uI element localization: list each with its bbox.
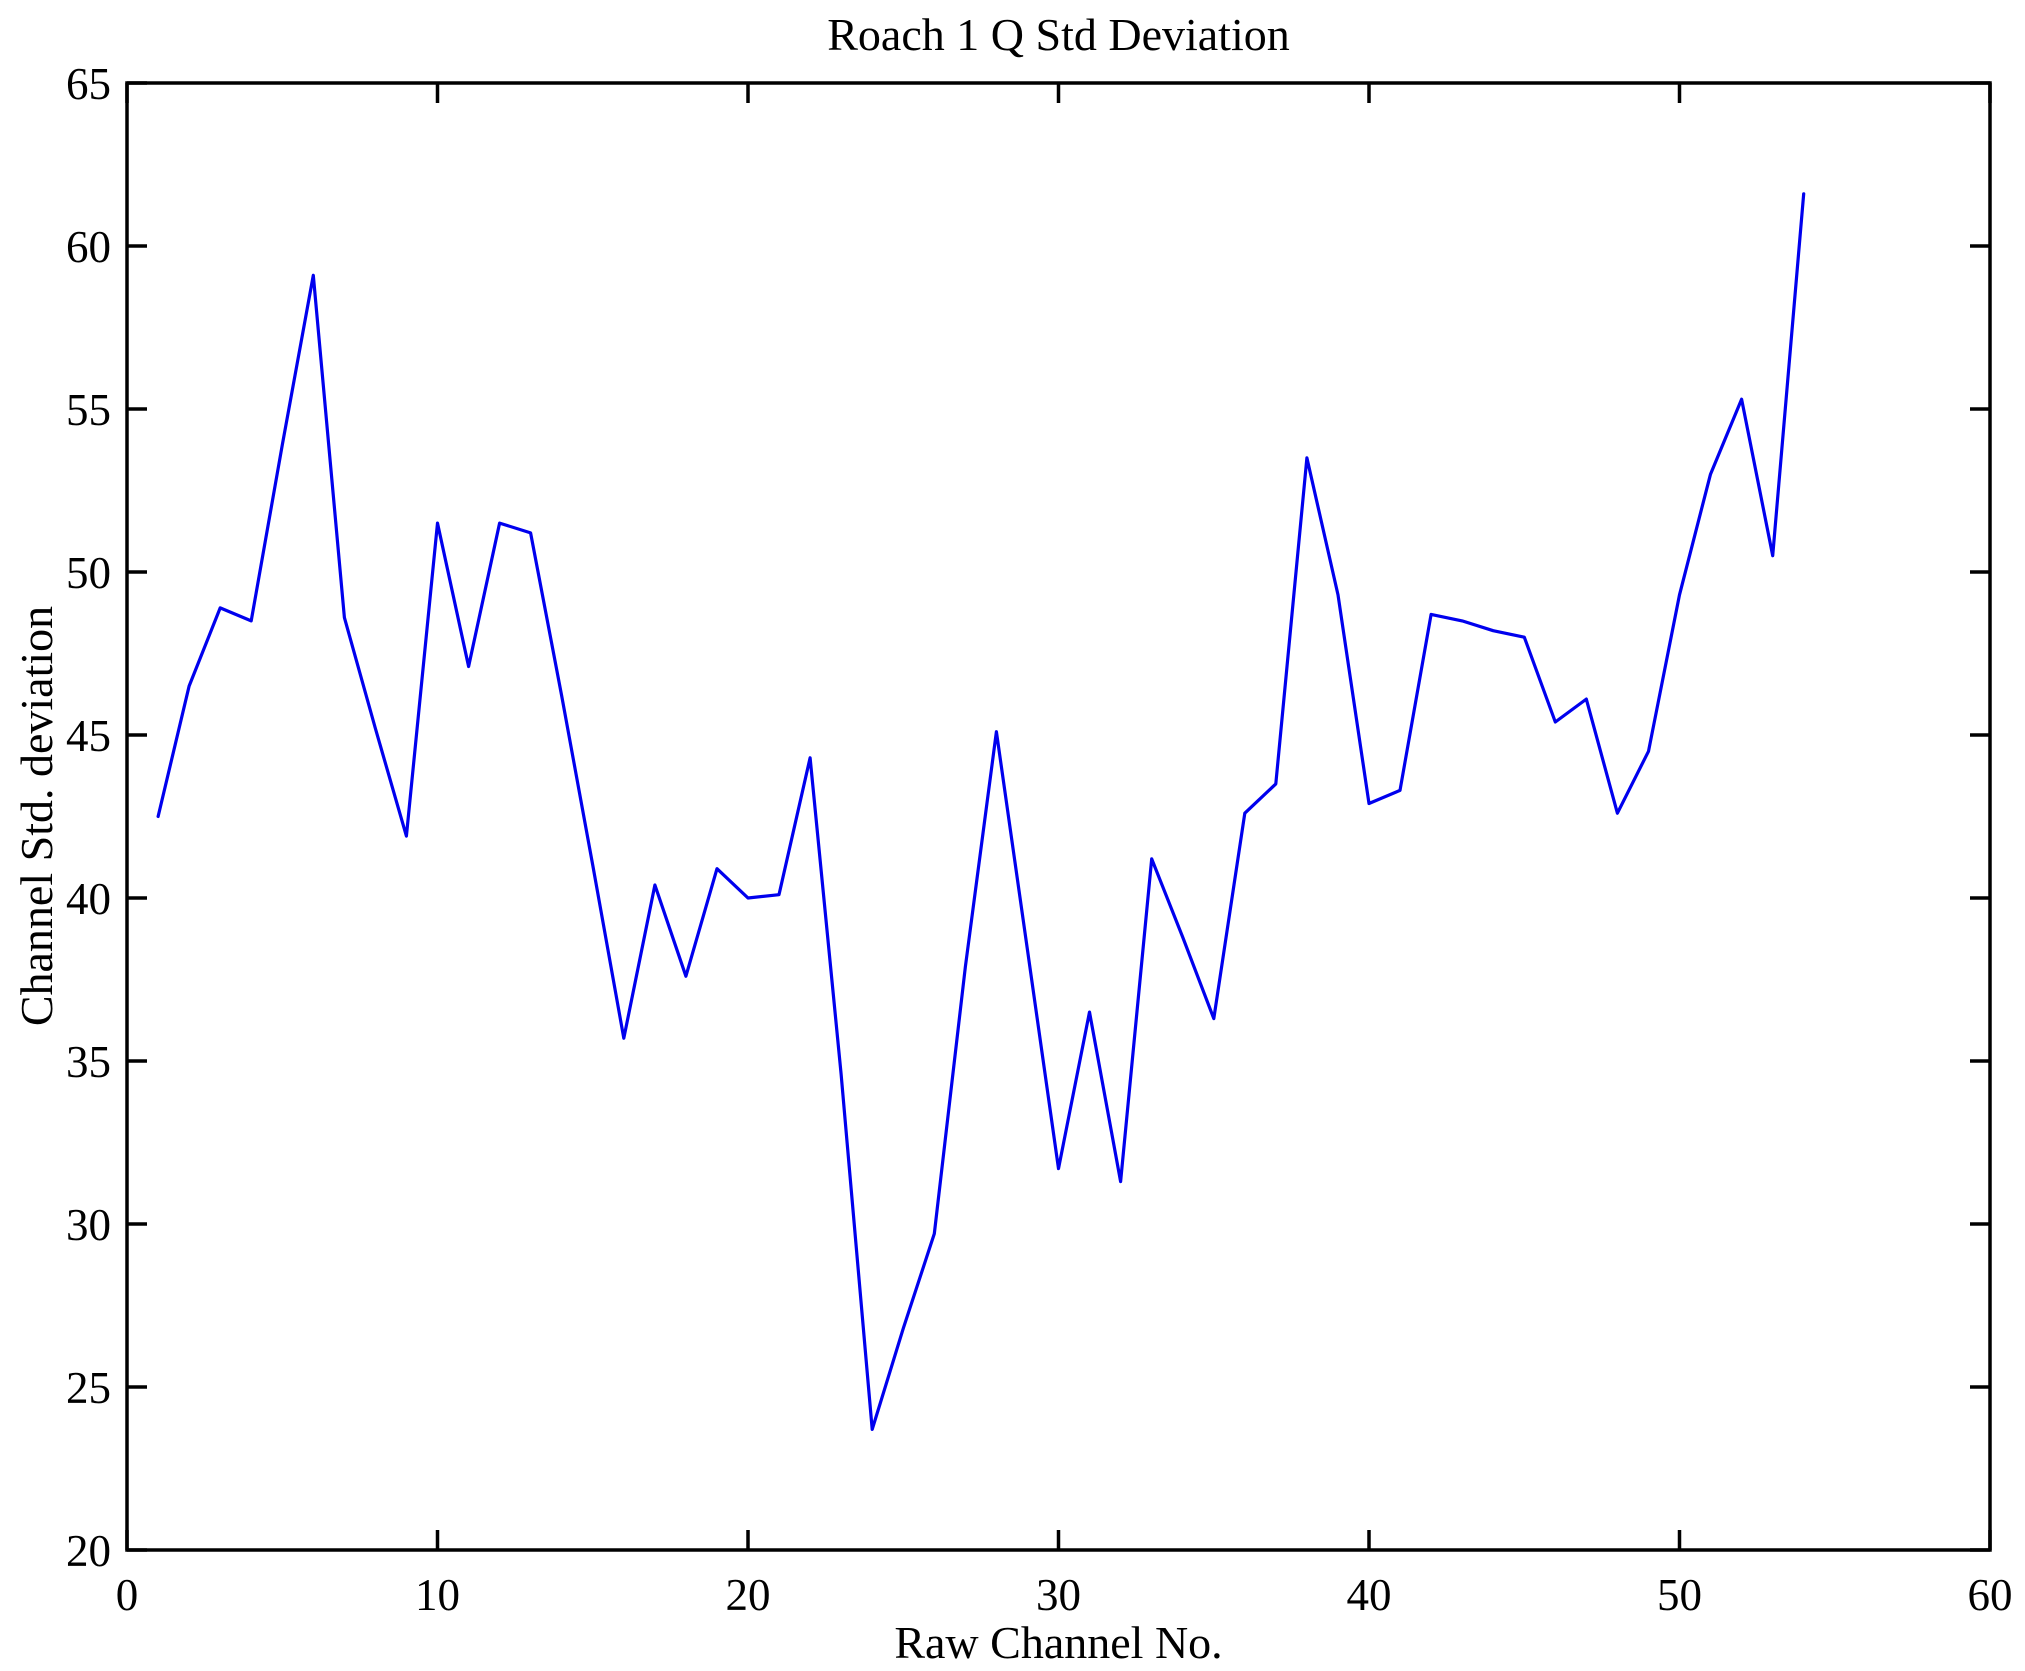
y-tick-label: 25 [66,1363,111,1413]
data-line-channel-std-deviation [156,192,1806,1432]
y-tick-label: 50 [66,548,111,598]
x-tick-label: 30 [1036,1570,1081,1620]
chart-title: Roach 1 Q Std Deviation [827,9,1290,60]
x-tick-label: 60 [1968,1570,2013,1620]
x-tick-label: 40 [1347,1570,1392,1620]
y-tick-label: 20 [66,1526,111,1576]
x-tick-label: 0 [116,1570,139,1620]
y-tick-label: 35 [66,1037,111,1087]
y-tick-label: 55 [66,385,111,435]
y-tick-label: 65 [66,59,111,109]
y-tick-label: 40 [66,874,111,924]
plot-box [125,81,1992,1552]
x-tick-label: 20 [726,1570,771,1620]
y-tick-label: 30 [66,1200,111,1250]
x-tick-label: 50 [1657,1570,1702,1620]
x-axis-label: Raw Channel No. [894,1617,1223,1668]
y-tick-label: 45 [66,711,111,761]
x-tick-label: 10 [415,1570,460,1620]
y-tick-label: 60 [66,222,111,272]
